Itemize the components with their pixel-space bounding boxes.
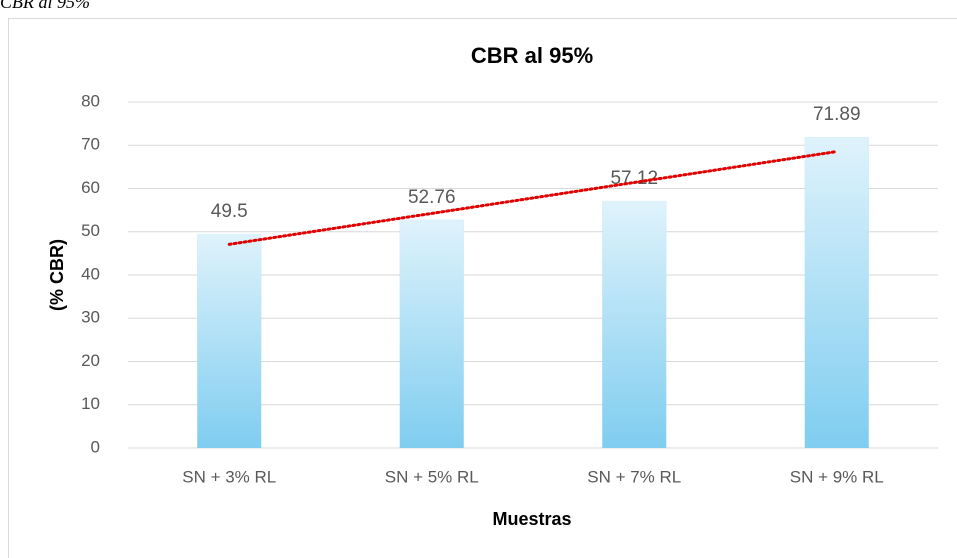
bar-shade (602, 200, 667, 448)
grid (128, 101, 938, 449)
x-tick-label: SN + 9% RL (790, 467, 884, 486)
bar-shade (197, 233, 262, 448)
data-label: 52.76 (408, 187, 456, 208)
data-label: 49.5 (211, 201, 248, 222)
y-tick-label: 40 (81, 264, 100, 283)
bar-shade (804, 137, 869, 448)
caption: CBR al 95% (0, 0, 90, 12)
y-tick-label: 80 (81, 91, 100, 110)
y-tick-label: 60 (81, 178, 100, 197)
y-tick-label: 10 (81, 394, 100, 413)
y-tick-label: 70 (81, 135, 100, 154)
y-tick-label: 0 (91, 437, 100, 456)
y-tick-label: 20 (81, 351, 100, 370)
bar-shade (399, 219, 464, 448)
y-axis-label: (% CBR) (47, 239, 67, 311)
data-label: 71.89 (813, 104, 861, 125)
x-tick-label: SN + 5% RL (385, 467, 479, 486)
y-tick-label: 50 (81, 221, 100, 240)
chart-title: CBR al 95% (471, 43, 593, 68)
x-tick-label: SN + 7% RL (587, 467, 681, 486)
labels: 0 10 20 30 40 50 60 70 80 SN + 3% RL 49.5 SN + 5% R… (81, 91, 884, 486)
y-tick-label: 30 (81, 308, 100, 327)
x-tick-label: SN + 3% RL (182, 467, 276, 486)
bars (197, 137, 869, 448)
chart-border (8, 18, 957, 558)
trendline (227, 150, 839, 246)
x-axis-label: Muestras (492, 509, 571, 529)
